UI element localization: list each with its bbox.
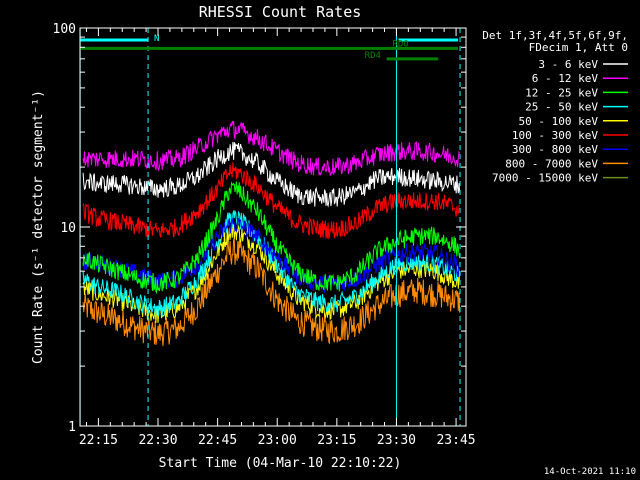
flag-label-n: N	[154, 34, 159, 44]
legend-label: 6 - 12 keV	[532, 72, 599, 85]
legend-label: 12 - 25 keV	[525, 86, 598, 99]
legend-label: 300 - 800 keV	[512, 143, 598, 156]
legend-label: 50 - 100 keV	[519, 115, 599, 128]
legend: Det 1f,3f,4f,5f,6f,9f, FDecim 1, Att 0 3…	[482, 29, 628, 185]
x-tick-label: 23:30	[377, 433, 416, 448]
chart-title: RHESSI Count Rates	[199, 3, 362, 21]
timestamp: 14-Oct-2021 11:10	[544, 467, 636, 477]
ticks-layer: 22:15 22:30 22:45 23:00 23:15 23:30 23:45 1 10 10…	[53, 22, 476, 448]
x-tick-label: 23:15	[317, 433, 356, 448]
x-tick-label: 23:45	[436, 433, 475, 448]
legend-label: 100 - 300 keV	[512, 129, 598, 142]
legend-label: 800 - 7000 keV	[505, 157, 598, 170]
x-tick-label: 22:30	[138, 433, 177, 448]
x-axis-label: Start Time (04-Mar-10 22:10:22)	[159, 456, 402, 471]
flag-label-rd4: RD4	[365, 51, 381, 61]
y-tick-label: 100	[53, 22, 76, 37]
legend-header-line-1: Det 1f,3f,4f,5f,6f,9f,	[482, 29, 628, 42]
x-tick-label: 22:15	[79, 433, 118, 448]
legend-label: 25 - 50 keV	[525, 101, 598, 114]
x-tick-label: 22:45	[198, 433, 237, 448]
x-tick-label: 23:00	[258, 433, 297, 448]
legend-header-line-2: FDecim 1, Att 0	[529, 41, 628, 54]
flag-label-rd0: RD0	[392, 39, 408, 49]
legend-label: 7000 - 15000 keV	[492, 172, 598, 185]
y-axis-label: Count Rate (s⁻¹ detector segment⁻¹)	[31, 90, 46, 364]
y-tick-label: 10	[60, 221, 76, 236]
legend-label: 3 - 6 keV	[538, 58, 598, 71]
y-tick-label: 1	[68, 420, 76, 435]
